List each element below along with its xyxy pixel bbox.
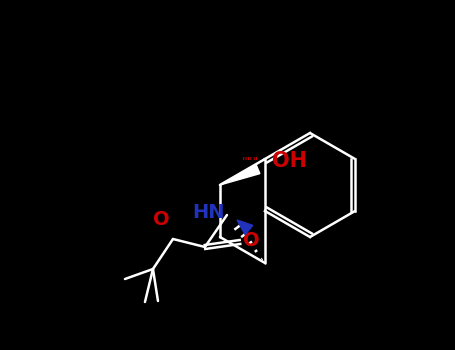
Text: HN: HN (192, 203, 225, 222)
Text: O: O (153, 210, 170, 229)
Polygon shape (237, 220, 253, 235)
Text: O: O (243, 231, 260, 250)
Text: OH: OH (272, 151, 307, 171)
Polygon shape (220, 164, 260, 185)
Text: """: """ (242, 156, 259, 169)
